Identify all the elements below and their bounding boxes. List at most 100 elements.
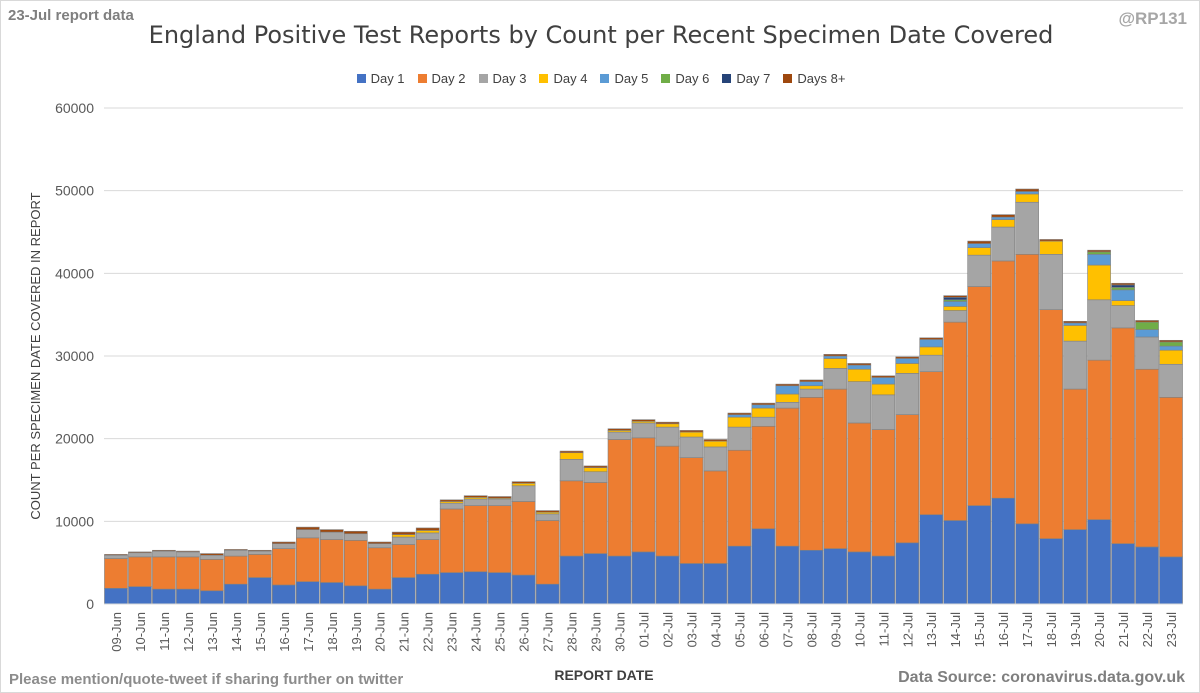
x-tick-label: 01-Jul: [637, 612, 652, 648]
bar-days-8--14-jul: [943, 295, 968, 298]
bar-day-1-22-jun: [415, 573, 440, 605]
x-tick-label: 19-Jun: [349, 612, 364, 652]
bar-day-3-27-jun: [535, 513, 560, 521]
bar-day-2-08-jul: [799, 397, 824, 551]
bar-day-4-04-jul: [703, 440, 728, 448]
bar-days-8--19-jul: [1063, 320, 1087, 324]
bar-day-5-22-jul: [1135, 329, 1159, 338]
bar-day-1-09-jul: [823, 548, 848, 605]
bar-days-8--25-jun: [487, 496, 512, 499]
bar-day-1-02-jul: [655, 555, 680, 605]
bar-day-1-18-jun: [319, 582, 344, 605]
bar-day-1-26-jun: [511, 574, 536, 605]
bar-day-2-21-jul: [1111, 327, 1135, 544]
bar-days-8--16-jun: [272, 541, 296, 544]
bar-day-1-12-jul: [895, 542, 920, 605]
bar-day-1-27-jun: [535, 583, 560, 605]
bar-days-8--17-jun: [296, 526, 320, 530]
legend-swatch-days-8-: [783, 74, 793, 83]
bar-days-8--17-jul: [1015, 188, 1039, 192]
bar-day-1-11-jul: [871, 555, 896, 605]
x-tick-label: 16-Jun: [277, 612, 292, 652]
bar-day-3-14-jul: [943, 310, 968, 323]
bar-day-3-10-jun: [128, 552, 152, 558]
bar-day-3-02-jul: [655, 426, 680, 447]
x-tick-label: 22-Jul: [1140, 612, 1155, 648]
bar-days-8--01-jul: [631, 419, 656, 422]
bar-day-2-24-jun: [463, 505, 488, 573]
x-tick-label: 22-Jun: [421, 612, 436, 652]
bar-days-8--13-jun: [200, 553, 224, 556]
bar-day-2-16-jul: [991, 260, 1015, 499]
bar-day-3-10-jul: [847, 381, 872, 424]
legend: Day 1 Day 2 Day 3 Day 4 Day 5 Day 6 Day 7 Days …: [1, 71, 1200, 86]
legend-item-day-5: Day 5: [600, 71, 648, 86]
bar-day-1-08-jul: [799, 549, 824, 605]
x-tick-label: 09-Jun: [109, 612, 124, 652]
x-tick-label: 09-Jul: [828, 612, 843, 648]
bar-day-4-16-jul: [991, 219, 1015, 228]
legend-label-day-4: Day 4: [553, 71, 588, 86]
bar-day-1-09-jun: [104, 587, 128, 605]
bar-day-3-12-jun: [176, 551, 200, 558]
bar-day-3-09-jun: [104, 554, 128, 559]
bar-day-2-14-jul: [943, 321, 968, 521]
bar-day-2-20-jun: [367, 547, 392, 590]
bar-day-5-16-jul: [991, 216, 1015, 220]
bar-day-3-22-jul: [1135, 336, 1159, 370]
x-tick-label: 20-Jul: [1092, 612, 1107, 648]
legend-item-days-8-: Days 8+: [783, 71, 845, 86]
bar-day-5-05-jul: [727, 414, 752, 418]
legend-item-day-3: Day 3: [478, 71, 526, 86]
bar-day-4-22-jun: [415, 530, 440, 534]
bar-days-8--20-jul: [1087, 249, 1111, 253]
x-tick-label: 16-Jul: [996, 612, 1011, 648]
bar-day-2-05-jul: [727, 449, 752, 547]
bar-day-3-07-jul: [775, 401, 800, 409]
bar-day-4-09-jul: [823, 358, 848, 369]
bar-day-1-01-jul: [631, 551, 656, 605]
bar-day-1-14-jul: [943, 520, 968, 605]
bar-day-2-14-jun: [224, 555, 248, 585]
bar-day-2-10-jun: [128, 556, 152, 587]
bar-day-1-23-jul: [1159, 556, 1183, 605]
bar-days-8--09-jul: [823, 354, 848, 357]
legend-swatch-day-7: [722, 74, 732, 83]
x-tick-label: 04-Jul: [708, 612, 723, 648]
bar-day-3-20-jun: [367, 543, 392, 549]
bar-day-4-07-jul: [775, 393, 800, 403]
legend-label-day-2: Day 2: [431, 71, 466, 86]
x-tick-label: 18-Jun: [325, 612, 340, 652]
bar-day-2-26-jun: [511, 501, 536, 576]
bar-day-5-23-jul: [1159, 345, 1183, 351]
bar-day-6-21-jul: [1111, 287, 1135, 291]
bar-day-3-14-jun: [224, 549, 248, 557]
bar-day-3-22-jun: [415, 532, 440, 540]
bar-day-1-04-jul: [703, 563, 728, 605]
bar-day-3-01-jul: [631, 422, 656, 439]
bar-day-1-05-jul: [727, 545, 752, 605]
bar-day-3-18-jul: [1039, 254, 1063, 311]
x-tick-label: 13-Jun: [205, 612, 220, 652]
bar-day-3-06-jul: [751, 416, 776, 427]
bar-day-1-14-jun: [224, 583, 248, 605]
bar-day-1-20-jul: [1087, 519, 1111, 605]
bar-day-3-11-jul: [871, 394, 896, 430]
bar-day-3-20-jul: [1087, 299, 1111, 361]
bar-day-1-20-jun: [367, 588, 392, 605]
bar-day-5-10-jul: [847, 364, 872, 370]
bar-day-3-09-jul: [823, 368, 848, 390]
bar-days-8--19-jun: [343, 530, 368, 535]
bar-day-3-16-jul: [991, 226, 1015, 262]
bar-day-1-11-jun: [152, 588, 176, 605]
x-tick-label: 15-Jun: [253, 612, 268, 652]
legend-label-day-7: Day 7: [736, 71, 771, 86]
x-tick-label: 21-Jun: [397, 612, 412, 652]
x-tick-label: 24-Jun: [469, 612, 484, 652]
bar-day-1-28-jun: [559, 555, 584, 605]
bar-day-3-18-jun: [319, 531, 344, 540]
x-tick-label: 06-Jul: [756, 612, 771, 648]
bar-day-2-19-jul: [1063, 388, 1087, 530]
